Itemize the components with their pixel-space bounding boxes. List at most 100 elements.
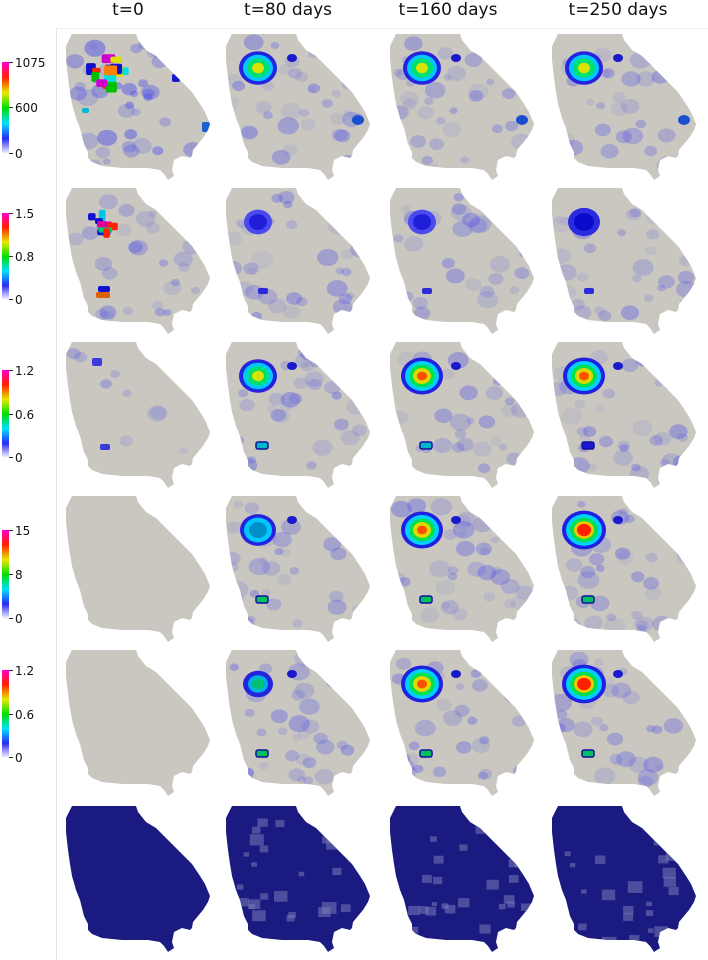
county-patch — [490, 436, 502, 446]
county-patch — [98, 194, 118, 210]
georgia-map — [226, 496, 370, 642]
county-patch — [232, 80, 246, 92]
county-patch — [479, 768, 493, 780]
county-patch — [266, 404, 278, 414]
county-patch — [663, 718, 684, 734]
county-patch — [130, 43, 143, 54]
county-patch — [622, 127, 644, 145]
mesh-sparse-cell — [433, 855, 444, 864]
county-patch — [620, 98, 640, 114]
secondary-hotspot — [613, 516, 623, 524]
county-patch — [404, 36, 423, 51]
county-patch — [610, 101, 629, 116]
county-patch — [122, 389, 132, 398]
county-patch — [635, 119, 647, 129]
county-patch — [410, 135, 427, 148]
county-patch — [512, 354, 521, 362]
county-patch — [338, 194, 356, 209]
mesh-sparse-cell — [508, 875, 519, 883]
county-patch — [306, 461, 317, 470]
secondary-hotspot — [613, 54, 623, 62]
county-patch — [97, 129, 118, 146]
county-patch — [278, 190, 295, 204]
county-patch — [576, 272, 589, 282]
county-patch — [626, 208, 641, 221]
county-patch — [677, 270, 695, 285]
county-patch — [617, 229, 626, 237]
county-patch — [292, 619, 303, 628]
county-patch — [341, 267, 352, 276]
county-patch — [590, 716, 603, 727]
georgia-map — [226, 806, 370, 952]
colorbar-tick-mid: 0.8 — [15, 250, 35, 264]
county-patch — [441, 600, 459, 615]
region-marker — [255, 595, 269, 604]
county-patch — [424, 97, 434, 105]
county-patch — [639, 38, 651, 47]
georgia-map — [226, 650, 370, 796]
county-patch — [477, 463, 491, 474]
region-marker — [92, 358, 102, 366]
region-marker — [100, 444, 110, 450]
map-panel-r1-c1 — [62, 34, 212, 180]
county-patch — [326, 280, 348, 297]
region-marker — [98, 286, 110, 292]
county-patch — [143, 93, 153, 101]
county-patch — [420, 607, 440, 623]
county-patch — [226, 260, 243, 276]
county-patch — [277, 727, 288, 736]
county-patch — [508, 348, 522, 359]
county-patch — [338, 196, 347, 204]
mesh-sparse-cell — [647, 928, 654, 933]
county-patch — [94, 256, 113, 271]
county-patch — [616, 751, 636, 768]
county-patch — [505, 120, 519, 132]
map-panel-r4-c2 — [222, 496, 372, 642]
mesh-sparse-cell — [249, 834, 264, 846]
county-patch — [323, 537, 342, 552]
county-patch — [556, 264, 577, 281]
county-patch — [429, 560, 451, 578]
county-patch — [505, 349, 518, 359]
county-patch — [152, 146, 164, 156]
county-patch — [468, 499, 480, 509]
county-patch — [442, 122, 462, 138]
county-patch — [656, 157, 676, 173]
georgia-map — [226, 342, 370, 488]
county-patch — [645, 552, 658, 563]
county-patch — [349, 539, 361, 549]
county-patch — [432, 437, 453, 454]
county-patch — [138, 79, 149, 88]
hotspot-ring — [577, 677, 591, 691]
county-patch — [491, 566, 502, 575]
county-patch — [511, 715, 526, 727]
county-patch — [351, 605, 362, 614]
county-patch — [514, 267, 530, 280]
county-patch — [135, 210, 156, 227]
county-patch — [121, 141, 137, 153]
mesh-sparse-cell — [645, 910, 654, 916]
county-patch — [272, 531, 292, 548]
county-patch — [629, 466, 650, 482]
county-patch — [295, 753, 310, 765]
county-patch — [454, 704, 470, 717]
county-patch — [676, 548, 696, 565]
county-patch — [616, 551, 634, 565]
county-patch — [170, 278, 181, 287]
county-patch — [266, 598, 282, 611]
county-patch — [159, 117, 172, 127]
county-patch — [297, 776, 307, 784]
county-patch — [87, 159, 102, 171]
colorbar-tick-max: 1.5 — [15, 207, 35, 221]
county-patch — [580, 565, 596, 579]
mesh-sparse-cell — [406, 926, 419, 936]
county-patch — [277, 117, 299, 135]
county-patch — [606, 732, 624, 746]
county-patch — [437, 47, 454, 60]
mesh-sparse-cell — [444, 904, 456, 914]
mesh-sparse-cell — [326, 839, 339, 850]
county-patch — [317, 248, 339, 267]
mesh-sparse-cell — [662, 867, 676, 879]
county-patch — [307, 83, 321, 94]
county-patch — [84, 39, 106, 57]
